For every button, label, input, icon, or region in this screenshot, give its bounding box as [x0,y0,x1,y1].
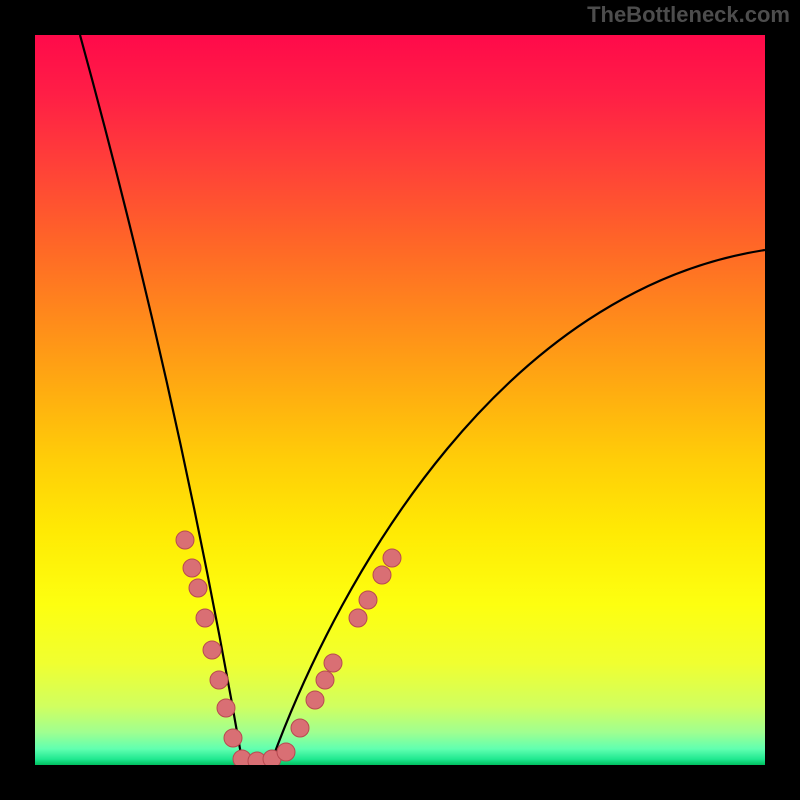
data-marker [224,729,242,747]
data-marker [210,671,228,689]
data-marker [203,641,221,659]
data-marker [306,691,324,709]
chart-stage: TheBottleneck.com [0,0,800,800]
data-marker [176,531,194,549]
data-marker [349,609,367,627]
data-marker [373,566,391,584]
plot-area [35,35,765,770]
data-marker [183,559,201,577]
gradient-background [35,35,765,765]
data-marker [217,699,235,717]
data-marker [359,591,377,609]
data-marker [316,671,334,689]
data-marker [324,654,342,672]
data-marker [383,549,401,567]
data-marker [196,609,214,627]
data-marker [189,579,207,597]
data-marker [277,743,295,761]
data-marker [291,719,309,737]
bottleneck-chart [0,0,800,800]
watermark-text: TheBottleneck.com [587,2,790,28]
